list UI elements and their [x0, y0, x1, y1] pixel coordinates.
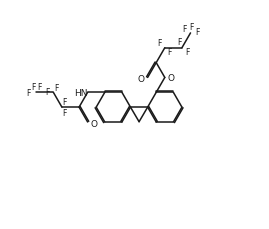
Text: F: F	[62, 98, 66, 106]
Text: F: F	[168, 48, 172, 57]
Text: F: F	[185, 48, 189, 57]
Text: O: O	[138, 75, 145, 84]
Text: F: F	[31, 83, 36, 92]
Text: F: F	[62, 109, 66, 118]
Text: F: F	[189, 23, 194, 32]
Text: HN: HN	[74, 88, 87, 97]
Text: F: F	[196, 27, 200, 36]
Text: F: F	[182, 25, 186, 34]
Text: O: O	[90, 119, 97, 128]
Text: F: F	[158, 39, 162, 48]
Text: F: F	[27, 88, 31, 97]
Text: F: F	[178, 38, 182, 47]
Text: F: F	[37, 83, 41, 92]
Text: F: F	[55, 84, 59, 93]
Text: F: F	[45, 87, 49, 96]
Text: O: O	[168, 74, 175, 83]
